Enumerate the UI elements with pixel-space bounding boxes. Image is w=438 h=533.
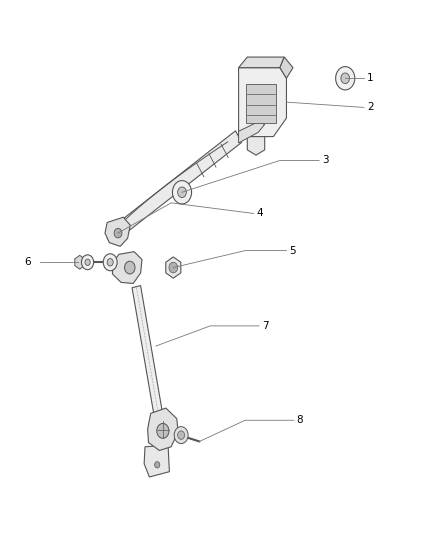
Polygon shape <box>239 68 286 136</box>
Circle shape <box>85 259 90 265</box>
Circle shape <box>124 261 135 274</box>
Polygon shape <box>144 445 170 477</box>
Circle shape <box>81 255 94 270</box>
Polygon shape <box>247 84 276 123</box>
Text: 1: 1 <box>367 73 374 83</box>
Circle shape <box>178 187 186 198</box>
Polygon shape <box>114 131 242 238</box>
Circle shape <box>341 73 350 84</box>
Circle shape <box>178 431 185 439</box>
Polygon shape <box>113 252 142 284</box>
Polygon shape <box>132 286 165 426</box>
Text: 7: 7 <box>261 321 268 331</box>
Circle shape <box>114 228 122 238</box>
Polygon shape <box>105 217 130 246</box>
Polygon shape <box>239 122 265 143</box>
Text: 4: 4 <box>257 208 264 219</box>
Polygon shape <box>148 408 178 450</box>
Polygon shape <box>75 255 85 269</box>
Circle shape <box>103 254 117 271</box>
Text: 5: 5 <box>290 246 296 256</box>
Polygon shape <box>239 57 284 68</box>
Text: 6: 6 <box>25 257 31 267</box>
Circle shape <box>169 262 178 273</box>
Text: 2: 2 <box>367 102 374 112</box>
Polygon shape <box>247 136 265 155</box>
Circle shape <box>155 462 160 468</box>
Circle shape <box>107 259 113 266</box>
Polygon shape <box>280 57 293 78</box>
Circle shape <box>336 67 355 90</box>
Polygon shape <box>166 257 181 278</box>
Circle shape <box>173 181 191 204</box>
Circle shape <box>174 426 188 443</box>
Circle shape <box>157 423 169 438</box>
Text: 3: 3 <box>322 156 329 165</box>
Text: 8: 8 <box>297 415 303 425</box>
